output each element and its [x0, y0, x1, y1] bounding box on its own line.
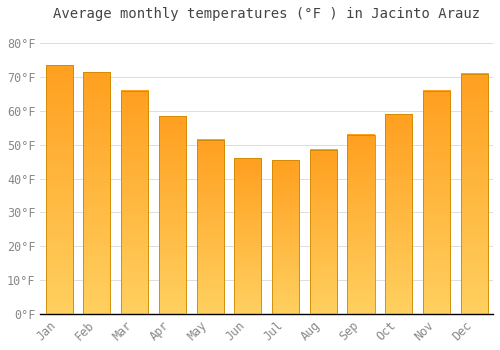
Bar — [310, 150, 337, 314]
Bar — [196, 140, 224, 314]
Bar — [423, 91, 450, 314]
Bar — [385, 114, 412, 314]
Bar — [159, 116, 186, 314]
Bar — [460, 74, 488, 314]
Bar — [46, 65, 73, 314]
Bar — [234, 158, 262, 314]
Bar — [348, 134, 374, 314]
Bar — [84, 72, 110, 314]
Title: Average monthly temperatures (°F ) in Jacinto Arauz: Average monthly temperatures (°F ) in Ja… — [53, 7, 480, 21]
Bar — [272, 160, 299, 314]
Bar — [121, 91, 148, 314]
